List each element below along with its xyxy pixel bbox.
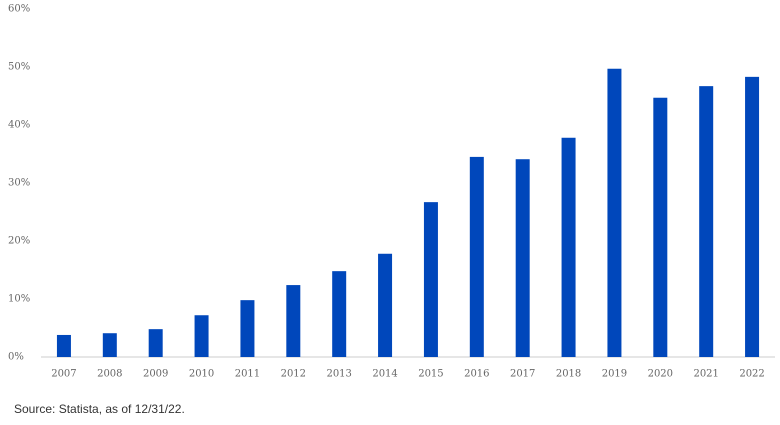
y-tick-label: 20% [8, 236, 30, 247]
bar [148, 329, 163, 357]
bar [607, 68, 622, 358]
bar [378, 253, 393, 357]
bar [653, 97, 668, 358]
bar [699, 86, 714, 357]
y-tick-label: 60% [8, 4, 30, 15]
x-tick-label: 2011 [235, 369, 260, 380]
bar [423, 202, 438, 357]
x-tick-label: 2010 [189, 369, 214, 380]
bar [56, 334, 71, 357]
x-tick-label: 2007 [51, 369, 76, 380]
x-tick-label: 2013 [326, 369, 351, 380]
x-tick-label: 2019 [602, 369, 627, 380]
y-tick-label: 0% [8, 352, 24, 363]
bar [286, 285, 301, 357]
y-tick-label: 10% [8, 294, 30, 305]
x-tick-label: 2022 [739, 369, 764, 380]
x-tick-label: 2016 [464, 369, 489, 380]
bar [332, 271, 347, 357]
x-tick-label: 2020 [648, 369, 673, 380]
x-tick-label: 2015 [418, 369, 443, 380]
x-tick-label: 2008 [97, 369, 122, 380]
bar [102, 333, 117, 357]
x-tick-label: 2017 [510, 369, 535, 380]
source-note: Source: Statista, as of 12/31/22. [14, 402, 185, 416]
bar [561, 137, 576, 357]
x-tick-label: 2014 [372, 369, 397, 380]
bar [469, 156, 484, 357]
bar [745, 76, 760, 358]
x-tick-label: 2012 [281, 369, 306, 380]
x-tick-label: 2021 [693, 369, 718, 380]
x-tick-label: 2009 [143, 369, 168, 380]
y-tick-label: 30% [8, 178, 30, 189]
bar [515, 159, 530, 357]
y-tick-label: 40% [8, 120, 30, 131]
y-tick-label: 50% [8, 62, 30, 73]
bar [194, 315, 209, 357]
bar [240, 300, 255, 357]
x-tick-label: 2018 [556, 369, 581, 380]
